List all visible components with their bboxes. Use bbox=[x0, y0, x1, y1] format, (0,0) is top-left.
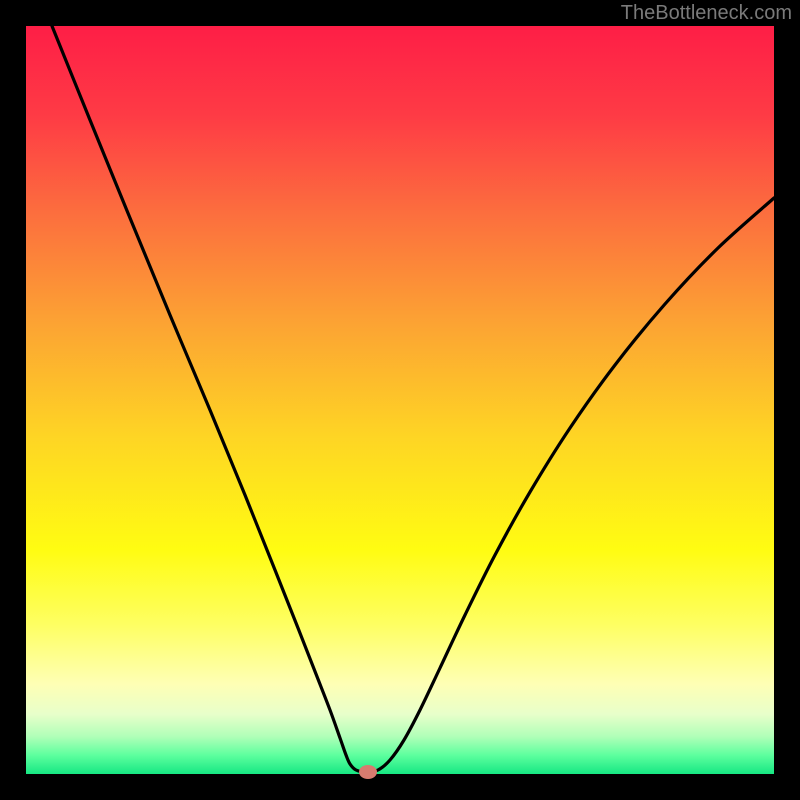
bottleneck-chart bbox=[0, 0, 800, 800]
chart-container: TheBottleneck.com bbox=[0, 0, 800, 800]
optimal-point-marker bbox=[359, 765, 377, 779]
watermark-text: TheBottleneck.com bbox=[621, 2, 792, 25]
plot-background bbox=[26, 26, 774, 774]
